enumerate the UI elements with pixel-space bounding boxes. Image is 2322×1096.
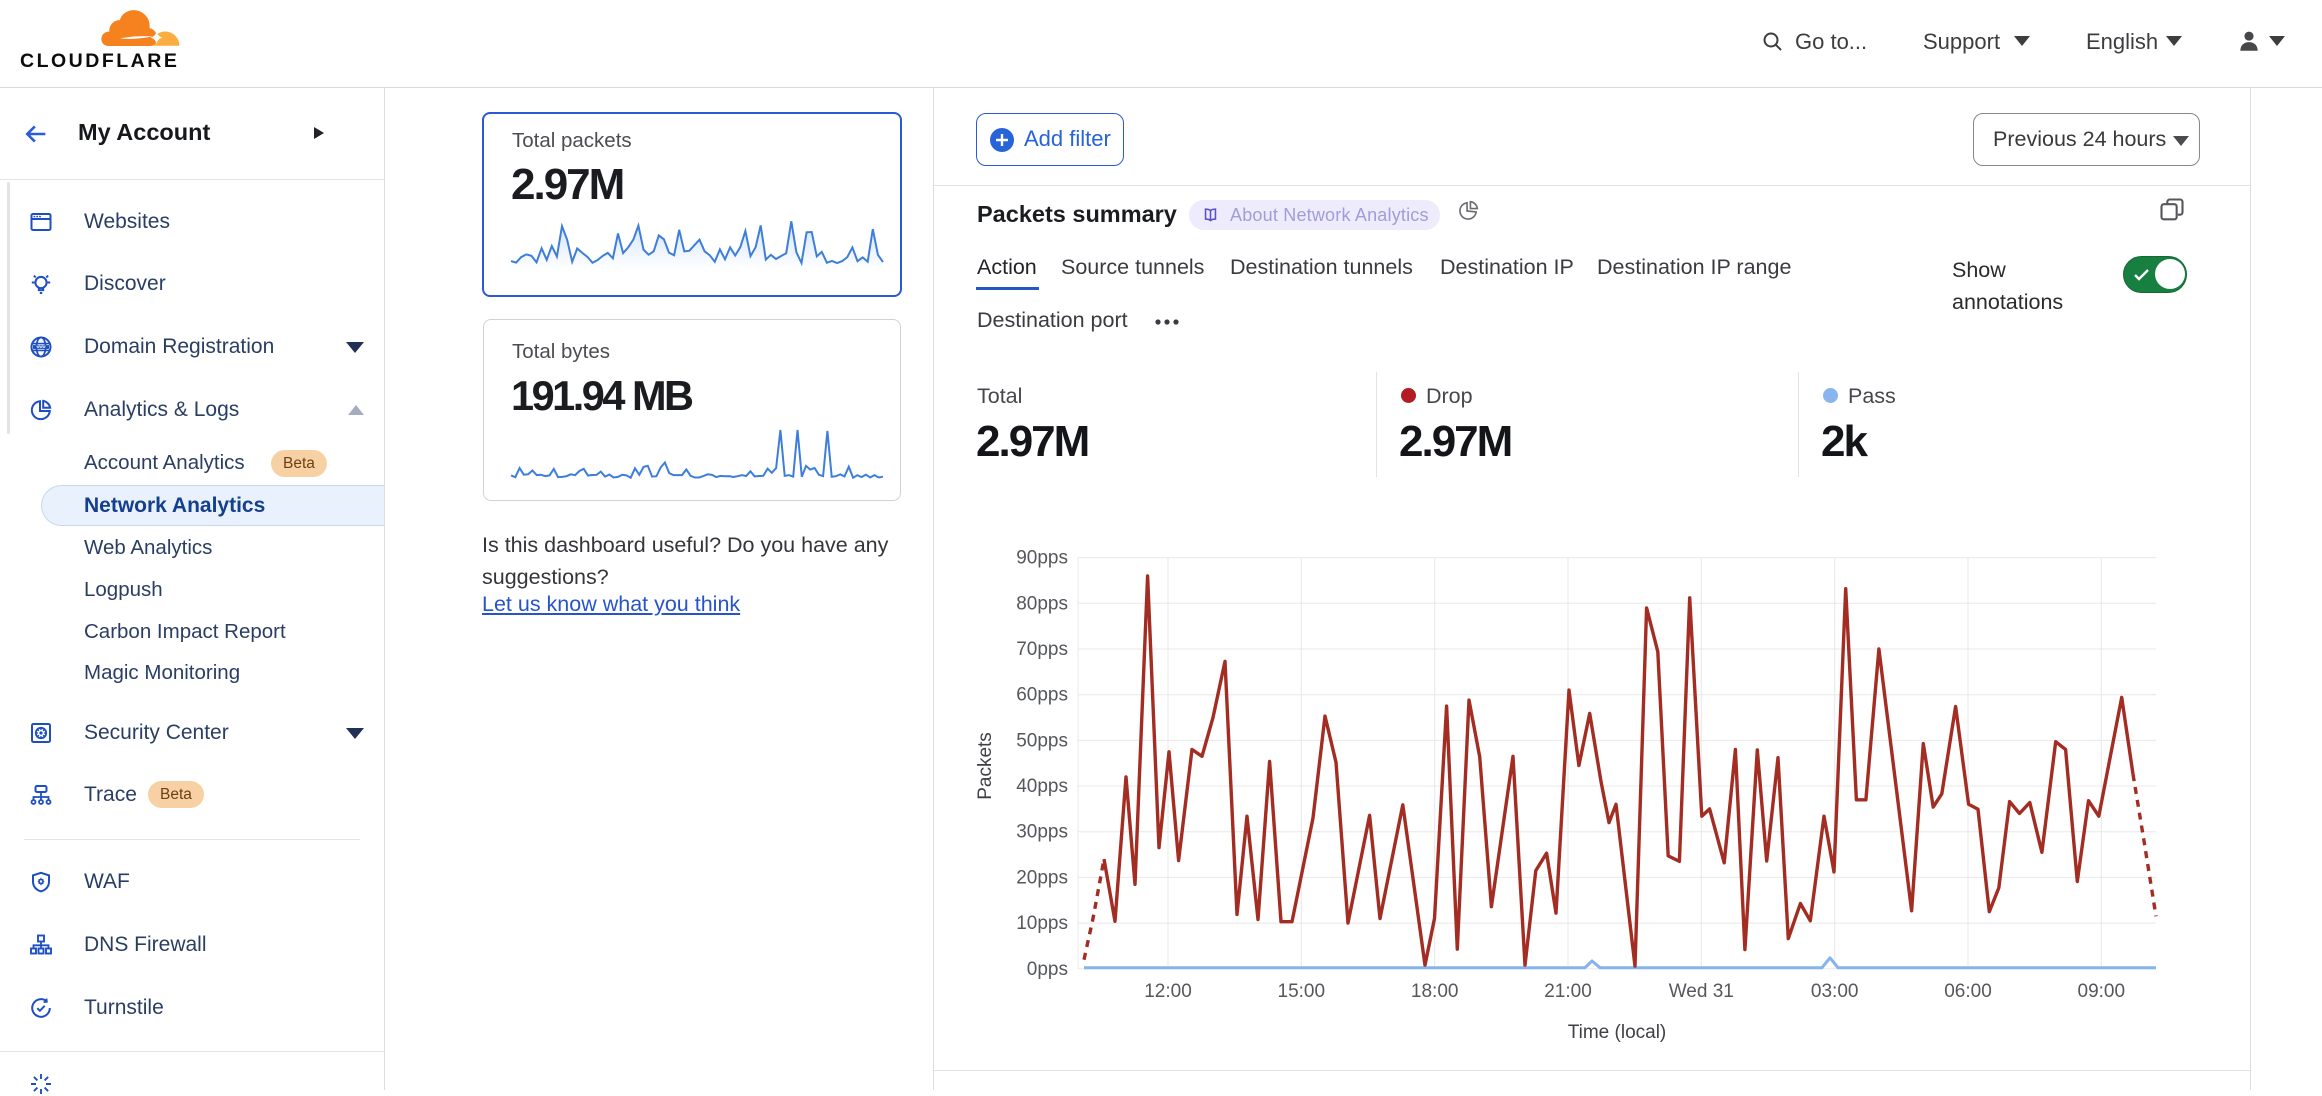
svg-text:90pps: 90pps xyxy=(1016,548,1068,569)
svg-text:Time (local): Time (local) xyxy=(1568,1022,1667,1043)
svg-text:12:00: 12:00 xyxy=(1144,981,1192,1002)
svg-text:06:00: 06:00 xyxy=(1944,981,1992,1002)
svg-text:40pps: 40pps xyxy=(1016,776,1068,797)
svg-text:15:00: 15:00 xyxy=(1278,981,1326,1002)
svg-text:Wed 31: Wed 31 xyxy=(1669,981,1734,1002)
svg-text:10pps: 10pps xyxy=(1016,913,1068,934)
svg-text:18:00: 18:00 xyxy=(1411,981,1459,1002)
svg-text:WWW: WWW xyxy=(36,345,45,349)
svg-text:60pps: 60pps xyxy=(1016,685,1068,706)
svg-text:21:00: 21:00 xyxy=(1544,981,1592,1002)
svg-text:80pps: 80pps xyxy=(1016,593,1068,614)
svg-text:50pps: 50pps xyxy=(1016,730,1068,751)
svg-text:20pps: 20pps xyxy=(1016,867,1068,888)
svg-text:03:00: 03:00 xyxy=(1811,981,1859,1002)
svg-text:70pps: 70pps xyxy=(1016,639,1068,660)
svg-text:30pps: 30pps xyxy=(1016,822,1068,843)
svg-text:Packets: Packets xyxy=(975,732,996,800)
svg-text:0pps: 0pps xyxy=(1027,959,1068,980)
svg-text:09:00: 09:00 xyxy=(2078,981,2126,1002)
